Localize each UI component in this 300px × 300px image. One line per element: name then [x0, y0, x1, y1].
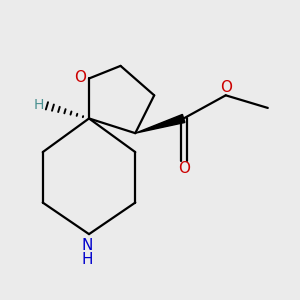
Text: O: O [220, 80, 232, 95]
Text: H: H [33, 98, 44, 112]
Text: O: O [74, 70, 86, 85]
Text: H: H [81, 252, 93, 267]
Text: O: O [178, 160, 190, 175]
Text: N: N [81, 238, 93, 253]
Polygon shape [135, 114, 185, 133]
